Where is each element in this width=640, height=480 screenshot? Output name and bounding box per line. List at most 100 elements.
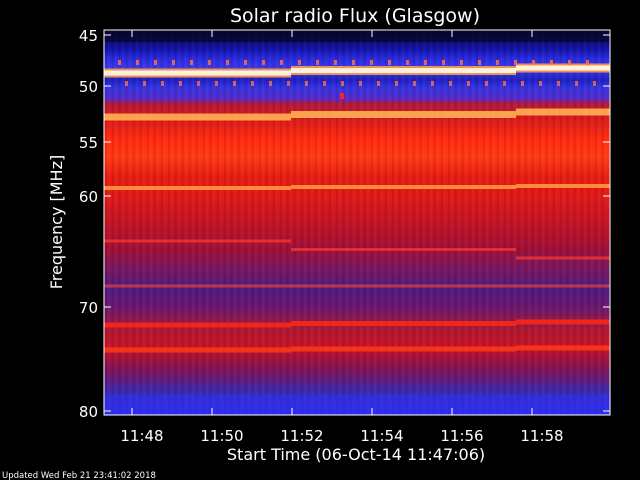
- x-axis-label: Start Time (06-Oct-14 11:47:06): [227, 445, 485, 464]
- plot-area: [104, 30, 610, 415]
- rfi-spike: [532, 60, 535, 65]
- rfi-spike: [442, 60, 445, 65]
- band-68mhz: [291, 284, 516, 288]
- x-tick-label: 11:52: [280, 427, 323, 445]
- band-73mhz: [291, 346, 516, 352]
- band-68mhz: [516, 284, 610, 288]
- rfi-spike: [406, 60, 409, 65]
- band-59mhz: [291, 185, 516, 189]
- y-axis-label: Frequency [MHz]: [47, 155, 66, 289]
- update-footer: Updated Wed Feb 21 23:41:02 2018: [2, 471, 156, 480]
- rfi-spike: [340, 93, 344, 99]
- rfi-spike: [280, 60, 283, 65]
- band-64mhz: [291, 248, 516, 251]
- rfi-spike: [334, 60, 337, 65]
- y-axis-label-text: Frequency: [47, 201, 66, 289]
- rfi-spike: [377, 81, 380, 86]
- rfi-spike: [208, 60, 211, 65]
- rfi-spike: [244, 60, 247, 65]
- band-52mhz: [291, 111, 516, 118]
- y-tick-label: 80: [79, 403, 98, 421]
- y-tick-label: 55: [79, 134, 98, 152]
- band-48mhz: [291, 68, 516, 73]
- band-52mhz: [516, 108, 610, 116]
- rfi-spike: [143, 81, 146, 86]
- band-59mhz: [516, 184, 610, 188]
- rfi-spike: [514, 60, 517, 65]
- rfi-spike: [161, 81, 164, 86]
- rfi-spike: [503, 81, 506, 86]
- y-tick-label: 70: [79, 299, 98, 317]
- x-tick-label: 11:50: [200, 427, 243, 445]
- rfi-spike: [118, 60, 121, 65]
- rfi-spike: [460, 60, 463, 65]
- rfi-spike: [388, 60, 391, 65]
- rfi-spike: [154, 60, 157, 65]
- rfi-spike: [323, 81, 326, 86]
- band-71mhz: [516, 319, 610, 325]
- rfi-spike: [557, 81, 560, 86]
- band-71mhz: [104, 322, 291, 328]
- band-71mhz: [291, 321, 516, 326]
- rfi-spike: [341, 81, 344, 86]
- rfi-spike: [215, 81, 218, 86]
- rfi-spike: [298, 60, 301, 65]
- rfi-spike: [395, 81, 398, 86]
- rfi-spike: [467, 81, 470, 86]
- rfi-spike: [233, 81, 236, 86]
- band-64mhz: [104, 239, 291, 243]
- rfi-spike: [521, 81, 524, 86]
- plot-frame: [103, 29, 611, 416]
- rfi-spike: [251, 81, 254, 86]
- band-59mhz: [104, 186, 291, 190]
- chart-title: Solar radio Flux (Glasgow): [230, 5, 480, 27]
- band-48mhz: [516, 65, 610, 71]
- x-tick-label: 11:56: [440, 427, 483, 445]
- y-tick-label: 45: [79, 27, 98, 45]
- rfi-spike: [370, 60, 373, 65]
- rfi-spike: [586, 60, 589, 65]
- rfi-spike: [575, 81, 578, 86]
- x-tick-label: 11:54: [360, 427, 403, 445]
- rfi-spike: [287, 81, 290, 86]
- top-dark-band: [104, 30, 610, 42]
- y-tick-label: 60: [79, 188, 98, 206]
- band-64mhz: [516, 256, 610, 260]
- band-52mhz: [104, 113, 291, 121]
- rfi-spike: [593, 81, 596, 86]
- rfi-spike: [179, 81, 182, 86]
- band-48mhz: [104, 70, 291, 76]
- rfi-spike: [316, 60, 319, 65]
- rfi-spike: [449, 81, 452, 86]
- rfi-spike: [568, 60, 571, 65]
- spectrogram-texture: [104, 30, 610, 415]
- y-tick-label: 50: [79, 78, 98, 96]
- rfi-spike: [424, 60, 427, 65]
- rfi-spike: [352, 60, 355, 65]
- rfi-spike: [305, 81, 308, 86]
- rfi-spike: [413, 81, 416, 86]
- rfi-spike: [359, 81, 362, 86]
- rfi-spike: [269, 81, 272, 86]
- y-axis-label-unit: [MHz]: [47, 155, 66, 202]
- rfi-spike: [136, 60, 139, 65]
- x-tick-label: 11:48: [120, 427, 163, 445]
- rfi-spike: [172, 60, 175, 65]
- rfi-spike: [125, 81, 128, 86]
- rfi-spike: [496, 60, 499, 65]
- rfi-spike: [431, 81, 434, 86]
- rfi-spike: [226, 60, 229, 65]
- band-68mhz: [104, 284, 291, 288]
- low-freq-band: [104, 395, 610, 415]
- band-73mhz: [104, 347, 291, 353]
- rfi-spike: [478, 60, 481, 65]
- rfi-spike: [539, 81, 542, 86]
- rfi-spike: [550, 60, 553, 65]
- band-73mhz: [516, 345, 610, 351]
- x-tick-label: 11:58: [520, 427, 563, 445]
- rfi-spike: [485, 81, 488, 86]
- rfi-spike: [197, 81, 200, 86]
- rfi-spike: [262, 60, 265, 65]
- rfi-spike: [190, 60, 193, 65]
